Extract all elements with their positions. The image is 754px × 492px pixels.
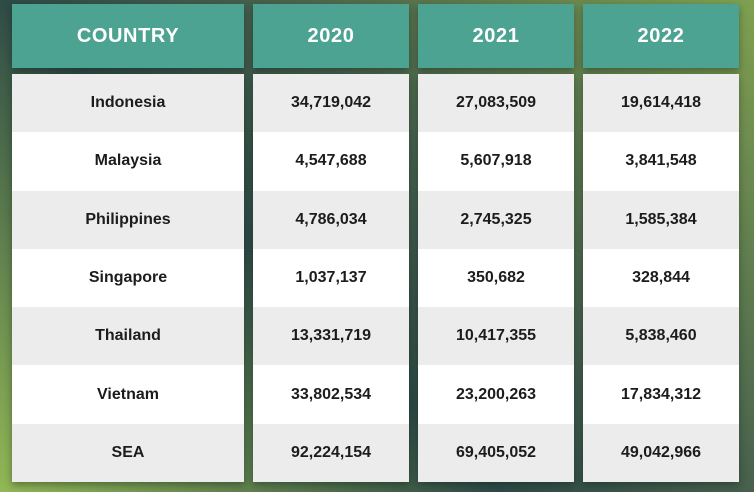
header-cell-2021: 2021 <box>418 4 574 68</box>
cell-2021-sea: 69,405,052 <box>418 423 574 482</box>
column-2021: 2021 27,083,509 5,607,918 2,745,325 350,… <box>418 4 574 482</box>
cell-2022-thailand: 5,838,460 <box>583 307 739 366</box>
column-2022: 2022 19,614,418 3,841,548 1,585,384 328,… <box>583 4 739 482</box>
column-body-country: Indonesia Malaysia Philippines Singapore… <box>12 74 244 482</box>
header-cell-2020: 2020 <box>253 4 409 68</box>
header-cell-country: COUNTRY <box>12 4 244 68</box>
column-body-2020: 34,719,042 4,547,688 4,786,034 1,037,137… <box>253 74 409 482</box>
column-body-2022: 19,614,418 3,841,548 1,585,384 328,844 5… <box>583 74 739 482</box>
cell-2020-indonesia: 34,719,042 <box>253 74 409 133</box>
cell-country-thailand: Thailand <box>12 307 244 366</box>
cell-country-vietnam: Vietnam <box>12 365 244 424</box>
cell-2021-indonesia: 27,083,509 <box>418 74 574 133</box>
column-2020: 2020 34,719,042 4,547,688 4,786,034 1,03… <box>253 4 409 482</box>
cell-2020-malaysia: 4,547,688 <box>253 132 409 191</box>
cell-2022-indonesia: 19,614,418 <box>583 74 739 133</box>
cell-2020-thailand: 13,331,719 <box>253 307 409 366</box>
cell-2022-sea: 49,042,966 <box>583 423 739 482</box>
cell-country-sea: SEA <box>12 423 244 482</box>
cell-2022-vietnam: 17,834,312 <box>583 365 739 424</box>
cell-country-indonesia: Indonesia <box>12 74 244 133</box>
cell-2021-thailand: 10,417,355 <box>418 307 574 366</box>
cell-2022-philippines: 1,585,384 <box>583 190 739 249</box>
cell-2022-malaysia: 3,841,548 <box>583 132 739 191</box>
cell-2021-malaysia: 5,607,918 <box>418 132 574 191</box>
cell-2022-singapore: 328,844 <box>583 248 739 308</box>
sea-country-year-table: COUNTRY Indonesia Malaysia Philippines S… <box>12 4 739 482</box>
cell-2020-singapore: 1,037,137 <box>253 248 409 308</box>
cell-country-philippines: Philippines <box>12 190 244 249</box>
cell-2021-philippines: 2,745,325 <box>418 190 574 249</box>
cell-2020-philippines: 4,786,034 <box>253 190 409 249</box>
cell-2021-singapore: 350,682 <box>418 248 574 308</box>
column-country: COUNTRY Indonesia Malaysia Philippines S… <box>12 4 244 482</box>
cell-country-malaysia: Malaysia <box>12 132 244 191</box>
cell-2020-sea: 92,224,154 <box>253 423 409 482</box>
column-body-2021: 27,083,509 5,607,918 2,745,325 350,682 1… <box>418 74 574 482</box>
cell-2021-vietnam: 23,200,263 <box>418 365 574 424</box>
cell-country-singapore: Singapore <box>12 248 244 308</box>
cell-2020-vietnam: 33,802,534 <box>253 365 409 424</box>
header-cell-2022: 2022 <box>583 4 739 68</box>
